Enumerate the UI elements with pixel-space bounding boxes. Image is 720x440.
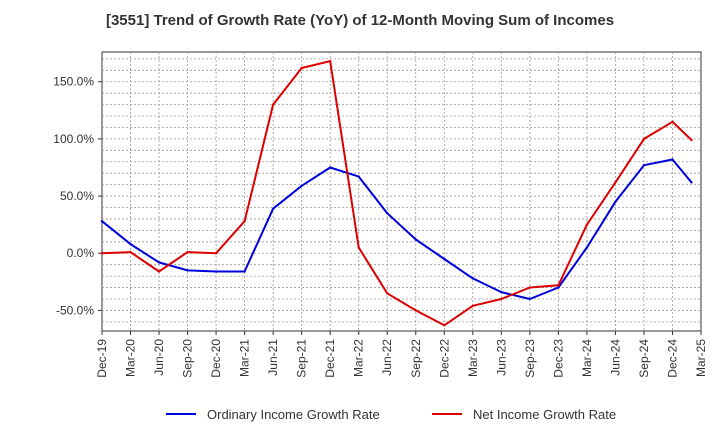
data-point	[100, 220, 104, 223]
x-tick-label: Sep-22	[409, 339, 423, 378]
data-point	[300, 184, 303, 187]
data-point	[129, 242, 132, 246]
x-tick-label: Sep-21	[295, 339, 309, 378]
x-tick-label: Jun-20	[152, 339, 166, 376]
x-tick-label: Mar-21	[238, 339, 252, 377]
data-point	[129, 250, 132, 254]
x-tick-label: Mar-20	[124, 339, 138, 377]
data-point	[186, 250, 189, 254]
data-point	[557, 286, 560, 289]
data-point	[214, 252, 218, 255]
x-tick-label: Jun-23	[494, 339, 508, 376]
y-tick-label: 50.0%	[60, 189, 94, 203]
y-tick-label: 100.0%	[53, 132, 94, 146]
x-tick-label: Jun-24	[608, 339, 622, 376]
y-tick-label: -50.0%	[56, 303, 94, 317]
data-point	[214, 270, 218, 273]
x-tick-label: Sep-23	[523, 339, 537, 378]
data-point	[557, 284, 560, 287]
y-tick-label: 150.0%	[53, 75, 94, 89]
x-tick-label: Sep-20	[181, 339, 195, 378]
data-point	[357, 175, 360, 178]
data-point	[271, 103, 275, 106]
data-point	[243, 270, 246, 273]
data-point	[443, 324, 446, 327]
x-tick-label: Jun-22	[380, 339, 394, 376]
data-point	[157, 270, 161, 273]
data-point	[528, 297, 532, 301]
data-point	[690, 138, 693, 142]
x-tick-label: Mar-22	[352, 339, 366, 377]
data-point	[500, 297, 503, 301]
x-tick-label: Dec-21	[323, 339, 337, 378]
data-point	[414, 238, 417, 241]
data-point	[300, 66, 303, 70]
x-tick-label: Dec-24	[665, 339, 679, 378]
chart-title: [3551] Trend of Growth Rate (YoY) of 12-…	[105, 12, 615, 29]
x-tick-label: Sep-24	[637, 339, 651, 378]
data-point	[690, 181, 693, 184]
plot-area	[101, 51, 702, 332]
data-point	[100, 252, 104, 255]
x-tick-label: Dec-22	[437, 339, 451, 378]
data-point	[186, 269, 189, 272]
series-line-1	[101, 60, 693, 327]
data-point	[642, 137, 646, 141]
legend-label: Net Income Growth Rate	[473, 407, 616, 422]
data-point	[614, 200, 617, 203]
x-tick-label: Jun-21	[266, 339, 280, 376]
data-point	[357, 246, 360, 249]
data-point	[642, 164, 646, 167]
data-point	[585, 246, 589, 249]
data-point	[328, 166, 332, 169]
x-tick-label: Mar-24	[580, 339, 594, 377]
data-point	[386, 292, 389, 295]
data-point	[243, 220, 246, 223]
x-tick-label: Mar-23	[466, 339, 480, 377]
data-point	[271, 207, 275, 210]
data-point	[671, 120, 674, 123]
data-point	[614, 181, 617, 184]
data-point	[414, 309, 417, 312]
data-point	[386, 212, 389, 215]
data-point	[471, 304, 475, 308]
x-tick-label: Mar-25	[694, 339, 708, 377]
data-point	[328, 59, 332, 63]
data-point	[443, 257, 446, 261]
x-tick-label: Dec-23	[551, 339, 565, 378]
data-point	[471, 277, 475, 280]
legend-label: Ordinary Income Growth Rate	[207, 407, 380, 422]
data-point	[157, 261, 161, 264]
series-line-0	[101, 158, 693, 300]
data-point	[500, 290, 503, 294]
x-tick-label: Dec-20	[209, 339, 223, 378]
data-point	[585, 223, 589, 226]
y-tick-label: 0.0%	[67, 246, 95, 260]
x-tick-label: Dec-19	[95, 339, 109, 378]
data-point	[671, 158, 674, 161]
data-point	[528, 286, 532, 289]
